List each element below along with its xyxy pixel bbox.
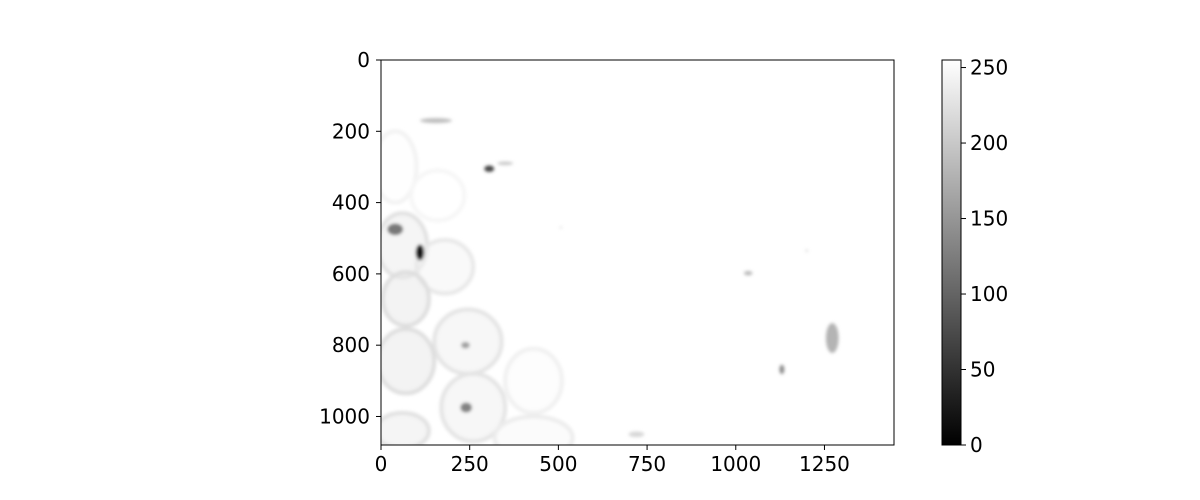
image-content xyxy=(381,118,839,445)
y-tick-label: 600 xyxy=(332,262,370,286)
dark-spot xyxy=(779,364,785,375)
colorbar-gradient xyxy=(941,59,962,446)
dark-spot xyxy=(805,249,808,252)
colorbar-tick-label: 100 xyxy=(970,282,1008,306)
tissue-ring xyxy=(381,410,431,445)
dark-spot xyxy=(387,223,403,236)
colorbar-axis: 0 50 100 150 200 250 xyxy=(961,56,1008,457)
x-tick-label: 500 xyxy=(539,452,577,476)
colorbar-tick-label: 50 xyxy=(970,358,995,382)
x-axis: 0 250 500 750 1000 1250 xyxy=(375,445,850,476)
tissue-ring xyxy=(432,307,504,376)
tissue-ring xyxy=(492,414,575,445)
dark-spot xyxy=(484,165,495,172)
dark-spot xyxy=(559,226,562,229)
x-tick-label: 1000 xyxy=(710,452,761,476)
dark-spot xyxy=(628,431,645,438)
y-tick-label: 400 xyxy=(332,191,370,215)
image-area xyxy=(380,59,895,446)
y-tick-label: 1000 xyxy=(319,404,370,428)
dark-spot xyxy=(460,402,472,413)
tissue-ring xyxy=(381,327,437,396)
colorbar: 0 50 100 150 200 250 xyxy=(941,56,1008,457)
tissue-ring xyxy=(503,346,564,415)
tissue-ring xyxy=(381,270,431,328)
dark-spot xyxy=(825,323,839,354)
colorbar-tick-label: 150 xyxy=(970,207,1008,231)
y-tick-label: 0 xyxy=(357,48,370,72)
dark-spot xyxy=(420,118,452,124)
dark-spot xyxy=(743,271,753,276)
y-tick-label: 800 xyxy=(332,333,370,357)
dark-spot xyxy=(461,341,470,349)
x-tick-label: 0 xyxy=(375,452,388,476)
y-axis: 0 200 400 600 800 1000 xyxy=(319,48,381,428)
x-tick-label: 250 xyxy=(451,452,489,476)
dark-spot xyxy=(497,161,513,166)
x-tick-label: 1250 xyxy=(799,452,850,476)
colorbar-tick-label: 200 xyxy=(970,131,1008,155)
tissue-ring xyxy=(381,129,419,205)
colorbar-tick-label: 0 xyxy=(970,433,983,457)
y-tick-label: 200 xyxy=(332,119,370,143)
dark-spot xyxy=(415,244,425,261)
x-tick-label: 750 xyxy=(628,452,666,476)
colorbar-tick-label: 250 xyxy=(970,56,1008,80)
plot-frame xyxy=(380,59,895,446)
tissue-ring xyxy=(414,238,476,296)
tissue-ring xyxy=(409,168,467,223)
tissue-ring xyxy=(439,371,508,444)
